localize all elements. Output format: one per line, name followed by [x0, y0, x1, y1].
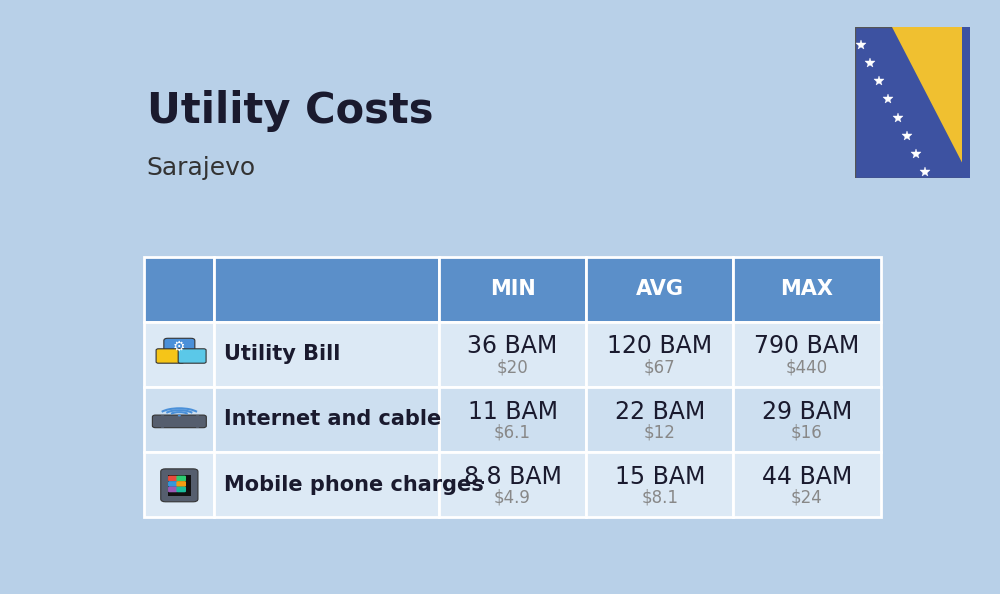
Text: $20: $20 [497, 358, 528, 377]
FancyBboxPatch shape [168, 486, 178, 492]
Text: Utility Costs: Utility Costs [147, 90, 433, 132]
Text: 120 BAM: 120 BAM [607, 334, 712, 358]
Text: $6.1: $6.1 [494, 424, 531, 441]
Text: 44 BAM: 44 BAM [762, 465, 852, 489]
Bar [733, 322, 881, 387]
Text: $16: $16 [791, 424, 823, 441]
Polygon shape [892, 27, 970, 178]
Bar [144, 452, 214, 517]
Bar [733, 452, 881, 517]
Text: $4.9: $4.9 [494, 489, 531, 507]
Text: $12: $12 [644, 424, 676, 441]
Bar [214, 257, 439, 322]
Bar [439, 322, 586, 387]
FancyBboxPatch shape [152, 415, 206, 428]
Text: ⚙: ⚙ [173, 339, 186, 353]
Text: 36 BAM: 36 BAM [467, 334, 558, 358]
FancyBboxPatch shape [178, 349, 206, 363]
Bar [586, 322, 733, 387]
Bar [962, 27, 970, 178]
Bar [144, 257, 214, 322]
Text: $24: $24 [791, 489, 823, 507]
Text: Utility Bill: Utility Bill [224, 345, 340, 364]
Bar [144, 322, 214, 387]
Text: AVG: AVG [636, 279, 684, 299]
FancyBboxPatch shape [164, 338, 195, 355]
FancyBboxPatch shape [161, 469, 198, 502]
FancyBboxPatch shape [176, 481, 186, 487]
FancyBboxPatch shape [176, 476, 186, 481]
Text: 29 BAM: 29 BAM [762, 400, 852, 424]
Circle shape [178, 415, 181, 416]
Text: 15 BAM: 15 BAM [615, 465, 705, 489]
FancyBboxPatch shape [168, 481, 178, 487]
Bar [214, 387, 439, 452]
Text: Sarajevo: Sarajevo [147, 156, 256, 180]
Text: Mobile phone charges: Mobile phone charges [224, 475, 483, 495]
Bar [439, 387, 586, 452]
Text: 22 BAM: 22 BAM [615, 400, 705, 424]
FancyBboxPatch shape [168, 475, 191, 496]
Bar [439, 257, 586, 322]
Text: Internet and cable: Internet and cable [224, 409, 441, 429]
Bar [586, 452, 733, 517]
FancyBboxPatch shape [176, 486, 186, 492]
Text: MAX: MAX [780, 279, 833, 299]
Bar [439, 452, 586, 517]
Bar [733, 387, 881, 452]
FancyBboxPatch shape [168, 476, 178, 481]
Text: $67: $67 [644, 358, 676, 377]
Bar [214, 452, 439, 517]
Bar [586, 387, 733, 452]
Text: 8.8 BAM: 8.8 BAM [464, 465, 561, 489]
Text: $440: $440 [786, 358, 828, 377]
Bar [214, 322, 439, 387]
Bar [144, 387, 214, 452]
Bar [733, 257, 881, 322]
Text: $8.1: $8.1 [641, 489, 678, 507]
Text: MIN: MIN [490, 279, 535, 299]
Text: 790 BAM: 790 BAM [754, 334, 860, 358]
FancyBboxPatch shape [156, 349, 184, 363]
Text: 11 BAM: 11 BAM [468, 400, 558, 424]
Bar [586, 257, 733, 322]
